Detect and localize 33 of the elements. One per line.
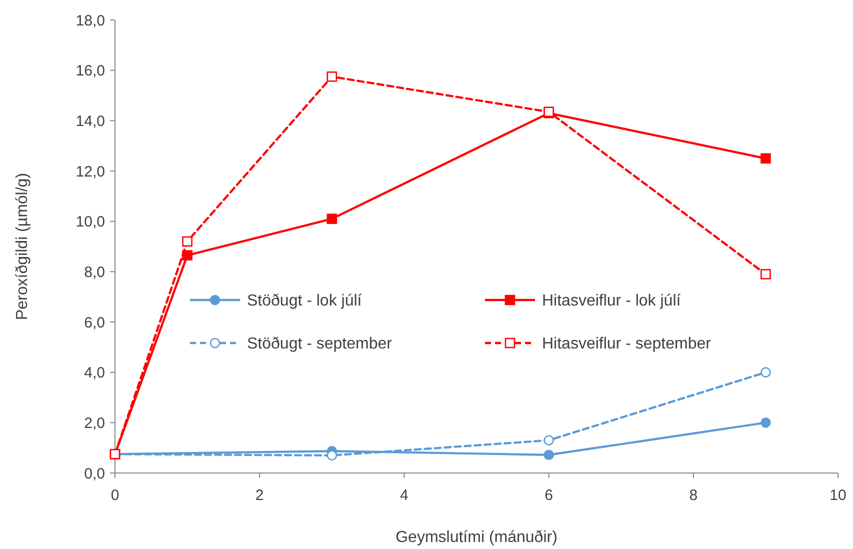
y-tick-label: 2,0 [84, 414, 105, 432]
x-tick-label: 8 [689, 487, 698, 504]
y-axis-title: Peroxíðgildi (µmól/g) [14, 172, 31, 320]
legend-label: Hitasveiflur - september [542, 336, 712, 353]
legend-label: Hitasveiflur - lok júlí [542, 292, 682, 310]
legend-label: Stöðugt - september [247, 336, 393, 353]
legend-label: Stöðugt - lok júlí [247, 292, 362, 310]
point [760, 269, 771, 280]
x-tick-label: 10 [830, 487, 846, 504]
y-tick-label: 6,0 [84, 314, 105, 332]
x-tick-label: 4 [400, 487, 408, 504]
point [326, 450, 338, 461]
y-tick-label: 12,0 [76, 163, 105, 180]
point [326, 214, 338, 224]
y-tick-label: 8,0 [84, 264, 105, 281]
point [544, 450, 554, 460]
y-tick-label: 4,0 [84, 364, 105, 382]
point [760, 153, 771, 164]
point [760, 367, 771, 378]
x-tick-label: 0 [110, 487, 120, 504]
y-tick-label: 18,0 [76, 12, 105, 30]
point [182, 236, 192, 247]
point [326, 71, 338, 82]
y-tick-label: 14,0 [76, 112, 105, 130]
y-tick-label: 10,0 [76, 214, 105, 231]
x-tick-label: 2 [255, 487, 264, 504]
y-tick-label: 0,0 [84, 465, 105, 482]
x-tick-label: 6 [544, 487, 553, 504]
x-axis-title: Geymslutími (mánuðir) [396, 529, 558, 546]
y-tick-label: 16,0 [76, 62, 105, 80]
point [760, 418, 771, 428]
point [544, 435, 554, 446]
point [182, 250, 192, 260]
